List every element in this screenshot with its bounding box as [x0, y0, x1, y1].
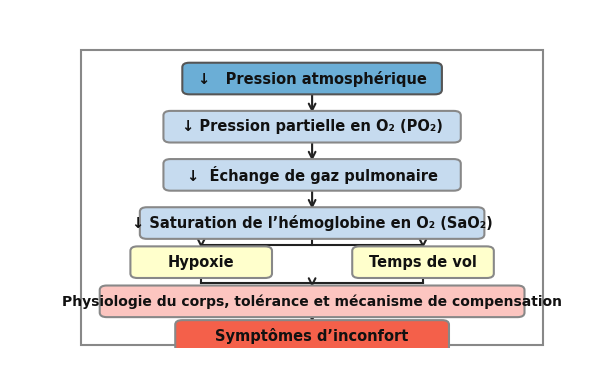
- FancyBboxPatch shape: [140, 207, 484, 239]
- Text: Hypoxie: Hypoxie: [168, 255, 234, 270]
- FancyBboxPatch shape: [175, 320, 449, 352]
- FancyBboxPatch shape: [100, 285, 524, 317]
- Text: ↓  Échange de gaz pulmonaire: ↓ Échange de gaz pulmonaire: [186, 166, 438, 184]
- FancyBboxPatch shape: [352, 246, 494, 278]
- Text: Symptômes d’inconfort: Symptômes d’inconfort: [216, 328, 409, 344]
- Text: Temps de vol: Temps de vol: [369, 255, 477, 270]
- FancyBboxPatch shape: [163, 159, 461, 191]
- Text: Physiologie du corps, tolérance et mécanisme de compensation: Physiologie du corps, tolérance et mécan…: [62, 294, 562, 308]
- FancyBboxPatch shape: [130, 246, 272, 278]
- Text: ↓   Pression atmosphérique: ↓ Pression atmosphérique: [198, 70, 426, 86]
- Text: ↓ Pression partielle en O₂ (PO₂): ↓ Pression partielle en O₂ (PO₂): [181, 119, 443, 134]
- Text: ↓ Saturation de l’hémoglobine en O₂ (SaO₂): ↓ Saturation de l’hémoglobine en O₂ (SaO…: [132, 215, 493, 231]
- FancyBboxPatch shape: [182, 63, 442, 94]
- FancyBboxPatch shape: [163, 111, 461, 142]
